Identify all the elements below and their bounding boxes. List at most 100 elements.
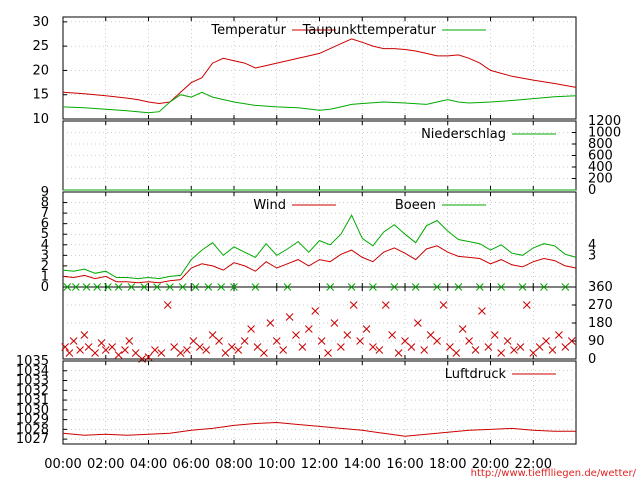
data-point [234, 346, 243, 354]
data-point [178, 283, 187, 291]
y-tick-label: 800 [588, 137, 613, 152]
data-point [478, 307, 486, 315]
data-point [260, 349, 268, 357]
data-point [420, 346, 429, 354]
data-point [204, 283, 213, 291]
y-tick-label: 1033 [16, 374, 49, 389]
data-point [253, 343, 262, 351]
data-point [567, 337, 576, 345]
data-point [304, 325, 313, 333]
data-point [561, 283, 570, 291]
data-point [114, 351, 123, 359]
data-point [272, 337, 281, 345]
series-line-temperatur [62, 38, 577, 105]
data-point [163, 301, 172, 309]
data-point [561, 343, 570, 351]
data-point [311, 307, 320, 315]
data-point [490, 331, 499, 339]
data-point [362, 325, 371, 333]
data-point [426, 331, 435, 339]
y-tick-label: 270 [588, 298, 613, 313]
source-url: http://www.tiefflliegen.de/wetter/ [471, 468, 637, 479]
data-point [548, 346, 557, 354]
data-point [221, 349, 230, 357]
data-point [65, 349, 74, 357]
y-tick-label: 10 [32, 112, 49, 127]
data-point [151, 346, 159, 354]
x-tick-label: 00:00 [44, 457, 81, 472]
data-point [157, 349, 166, 357]
data-point [69, 337, 78, 345]
data-point [127, 283, 136, 291]
data-point [208, 331, 217, 339]
y-tick-label: 2 [41, 259, 49, 274]
data-point [170, 343, 179, 351]
data-point [292, 331, 300, 339]
data-point [337, 343, 345, 351]
data-point [446, 343, 454, 351]
data-point [195, 343, 204, 351]
data-point [131, 349, 140, 357]
y-tick-label: 8 [41, 196, 49, 211]
series-line-taupunkttemperatur [62, 91, 577, 114]
x-tick-label: 08:00 [215, 457, 252, 472]
series-line-luftdruck [62, 421, 576, 437]
data-point [93, 283, 102, 291]
data-point [330, 319, 339, 327]
data-point [518, 283, 527, 291]
y-tick-label: 1028 [16, 422, 49, 437]
data-point [63, 283, 72, 291]
y-tick-label: 90 [588, 334, 605, 349]
data-point [324, 349, 332, 357]
data-point [215, 337, 223, 345]
data-point [454, 283, 463, 291]
y-tick-label: 0 [588, 183, 596, 198]
data-point [326, 283, 335, 291]
data-point [394, 349, 403, 357]
data-point [176, 349, 185, 357]
data-point [522, 301, 531, 309]
y-tick-label: 7 [41, 206, 49, 221]
y-tick-label: 1032 [16, 383, 49, 398]
y-tick-label: 4 [41, 238, 49, 253]
y-tick-label: 1027 [16, 432, 49, 447]
data-point [356, 337, 364, 345]
right-tick-label: 3 [588, 248, 596, 263]
data-point [555, 331, 563, 339]
panel-pressure [62, 360, 577, 445]
legend-label: Niederschlag [421, 127, 506, 142]
data-point [82, 283, 91, 291]
y-tick-label: 1029 [16, 413, 49, 428]
data-point [283, 283, 292, 291]
y-tick-label: 1035 [16, 354, 49, 369]
data-point [347, 283, 356, 291]
data-point [144, 353, 153, 361]
data-point [298, 343, 307, 351]
y-tick-label: 200 [588, 172, 613, 187]
data-point [191, 283, 200, 291]
data-point [217, 283, 226, 291]
x-tick-label: 10:00 [258, 457, 295, 472]
data-point [114, 283, 123, 291]
data-point [471, 346, 480, 354]
data-point [475, 283, 484, 291]
data-point [240, 337, 249, 345]
y-tick-label: 360 [588, 280, 613, 295]
data-point [76, 346, 84, 354]
data-point [433, 337, 441, 345]
data-point [80, 331, 89, 339]
y-tick-label: 400 [588, 160, 613, 175]
y-tick-label: 1034 [16, 364, 49, 379]
y-tick-label: 5 [41, 227, 49, 242]
data-point [121, 346, 129, 354]
data-point [202, 346, 211, 354]
legend-label: Temperatur [210, 23, 286, 38]
data-point [452, 349, 461, 357]
data-point [101, 346, 110, 354]
y-tick-label: 180 [588, 316, 613, 331]
y-tick-label: 1000 [588, 126, 621, 141]
data-point [140, 283, 149, 291]
data-point [183, 346, 191, 354]
data-point [407, 343, 416, 351]
x-tick-label: 12:00 [301, 457, 338, 472]
